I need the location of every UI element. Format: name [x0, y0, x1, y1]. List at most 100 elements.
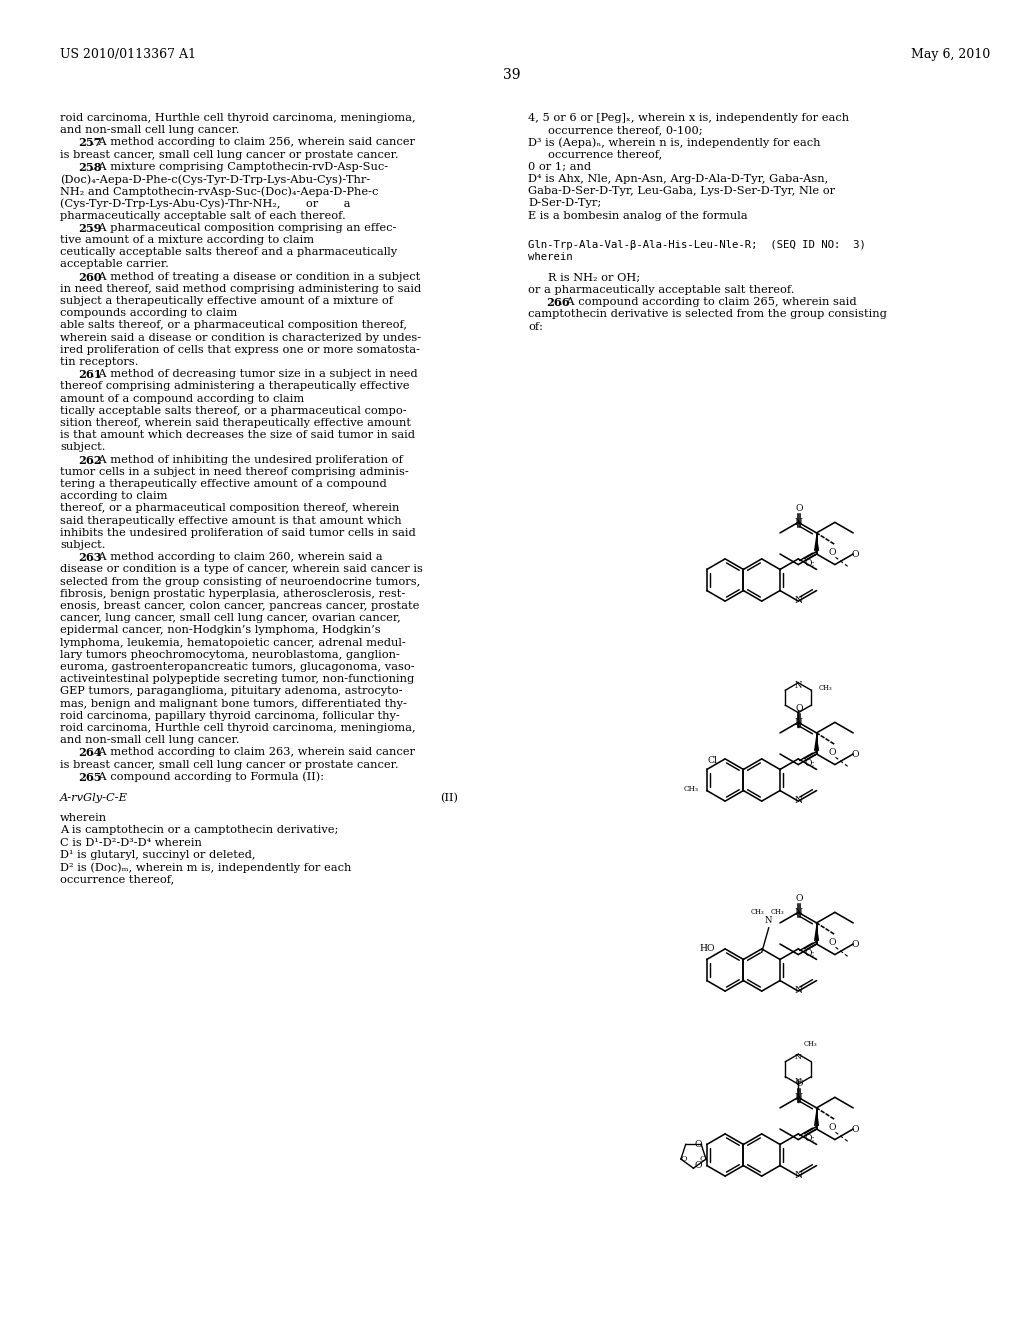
Text: thereof comprising administering a therapeutically effective: thereof comprising administering a thera…	[60, 381, 410, 392]
Text: N: N	[795, 1093, 802, 1102]
Text: D¹ is glutaryl, succinyl or deleted,: D¹ is glutaryl, succinyl or deleted,	[60, 850, 256, 859]
Text: tive amount of a mixture according to claim: tive amount of a mixture according to cl…	[60, 235, 317, 246]
Text: O: O	[796, 894, 803, 903]
Text: D³ is (Aepa)ₙ, wherein n is, independently for each: D³ is (Aepa)ₙ, wherein n is, independent…	[528, 137, 820, 148]
Text: in need thereof, said method comprising administering to said: in need thereof, said method comprising …	[60, 284, 421, 294]
Text: A is camptothecin or a camptothecin derivative;: A is camptothecin or a camptothecin deri…	[60, 825, 338, 836]
Polygon shape	[814, 1107, 819, 1126]
Text: O: O	[796, 1078, 803, 1088]
Polygon shape	[814, 733, 819, 751]
Text: cancer, lung cancer, small cell lung cancer, ovarian cancer,: cancer, lung cancer, small cell lung can…	[60, 614, 400, 623]
Text: 4, 5 or 6 or [Peg]ₓ, wherein x is, independently for each: 4, 5 or 6 or [Peg]ₓ, wherein x is, indep…	[528, 114, 849, 123]
Text: HO: HO	[699, 944, 715, 953]
Text: N: N	[795, 1053, 802, 1061]
Text: N: N	[795, 1077, 802, 1085]
Text: amount of a compound according to claim: amount of a compound according to claim	[60, 393, 308, 404]
Text: camptothecin derivative is selected from the group consisting: camptothecin derivative is selected from…	[528, 309, 887, 319]
Text: 257: 257	[78, 137, 101, 148]
Text: (II): (II)	[440, 792, 458, 803]
Text: wherein: wherein	[528, 252, 572, 263]
Text: ired proliferation of cells that express one or more somatosta-: ired proliferation of cells that express…	[60, 345, 420, 355]
Text: N: N	[795, 1171, 802, 1180]
Text: roid carcinoma, Hurthle cell thyroid carcinoma, meningioma,: roid carcinoma, Hurthle cell thyroid car…	[60, 723, 416, 733]
Text: tumor cells in a subject in need thereof comprising adminis-: tumor cells in a subject in need thereof…	[60, 467, 409, 477]
Text: D-Ser-D-Tyr;: D-Ser-D-Tyr;	[528, 198, 601, 209]
Text: inhibits the undesired proliferation of said tumor cells in said: inhibits the undesired proliferation of …	[60, 528, 416, 537]
Text: O: O	[828, 1123, 837, 1131]
Text: O;: O;	[805, 1133, 815, 1142]
Text: O: O	[796, 704, 803, 713]
Text: N: N	[765, 916, 772, 925]
Text: . A compound according to claim 265, wherein said: . A compound according to claim 265, whe…	[559, 297, 857, 308]
Text: subject.: subject.	[60, 442, 105, 453]
Text: roid carcinoma, papillary thyroid carcinoma, follicular thy-: roid carcinoma, papillary thyroid carcin…	[60, 710, 399, 721]
Text: N: N	[795, 718, 802, 727]
Text: and non-small cell lung cancer.: and non-small cell lung cancer.	[60, 125, 240, 135]
Text: O;: O;	[805, 558, 815, 568]
Text: C is D¹-D²-D³-D⁴ wherein: C is D¹-D²-D³-D⁴ wherein	[60, 838, 202, 847]
Text: 259: 259	[78, 223, 101, 234]
Text: of:: of:	[528, 322, 543, 331]
Text: selected from the group consisting of neuroendocrine tumors,: selected from the group consisting of ne…	[60, 577, 420, 586]
Text: euroma, gastroenteropancreatic tumors, glucagonoma, vaso-: euroma, gastroenteropancreatic tumors, g…	[60, 663, 415, 672]
Text: subject.: subject.	[60, 540, 105, 550]
Text: May 6, 2010: May 6, 2010	[910, 48, 990, 61]
Text: O: O	[796, 504, 803, 512]
Text: 39: 39	[503, 69, 521, 82]
Text: (Cys-Tyr-D-Trp-Lys-Abu-Cys)-Thr-NH₂,       or       a: (Cys-Tyr-D-Trp-Lys-Abu-Cys)-Thr-NH₂, or …	[60, 198, 350, 209]
Text: acceptable carrier.: acceptable carrier.	[60, 260, 169, 269]
Text: occurrence thereof, 0-100;: occurrence thereof, 0-100;	[548, 125, 702, 135]
Text: O: O	[828, 747, 837, 756]
Text: ceutically acceptable salts thereof and a pharmaceutically: ceutically acceptable salts thereof and …	[60, 247, 397, 257]
Text: according to claim: according to claim	[60, 491, 171, 502]
Text: is breast cancer, small cell lung cancer or prostate cancer.: is breast cancer, small cell lung cancer…	[60, 149, 398, 160]
Text: O;: O;	[805, 758, 815, 767]
Polygon shape	[814, 923, 819, 941]
Text: O: O	[851, 750, 859, 759]
Text: . A method according to claim 263, wherein said cancer: . A method according to claim 263, where…	[91, 747, 415, 758]
Text: CH₃: CH₃	[818, 684, 833, 692]
Text: N: N	[795, 519, 802, 528]
Text: occurrence thereof,: occurrence thereof,	[548, 149, 663, 160]
Text: wherein: wherein	[60, 813, 108, 824]
Text: able salts thereof, or a pharmaceutical composition thereof,: able salts thereof, or a pharmaceutical …	[60, 321, 407, 330]
Text: is that amount which decreases the size of said tumor in said: is that amount which decreases the size …	[60, 430, 415, 440]
Text: 263: 263	[78, 552, 101, 564]
Text: O: O	[694, 1162, 701, 1170]
Text: O: O	[681, 1155, 687, 1163]
Text: epidermal cancer, non-Hodgkin’s lymphoma, Hodgkin’s: epidermal cancer, non-Hodgkin’s lymphoma…	[60, 626, 381, 635]
Text: N: N	[795, 595, 802, 605]
Text: or a pharmaceutically acceptable salt thereof.: or a pharmaceutically acceptable salt th…	[528, 285, 795, 296]
Text: tin receptors.: tin receptors.	[60, 356, 138, 367]
Text: D⁴ is Ahx, Nle, Apn-Asn, Arg-D-Ala-D-Tyr, Gaba-Asn,: D⁴ is Ahx, Nle, Apn-Asn, Arg-D-Ala-D-Tyr…	[528, 174, 828, 183]
Text: lary tumors pheochromocytoma, neuroblastoma, ganglion-: lary tumors pheochromocytoma, neuroblast…	[60, 649, 400, 660]
Text: subject a therapeutically effective amount of a mixture of: subject a therapeutically effective amou…	[60, 296, 393, 306]
Text: . A compound according to Formula (II):: . A compound according to Formula (II):	[91, 772, 324, 783]
Text: O: O	[699, 1155, 707, 1163]
Text: CH₃: CH₃	[771, 908, 784, 916]
Text: wherein said a disease or condition is characterized by undes-: wherein said a disease or condition is c…	[60, 333, 421, 343]
Text: and non-small cell lung cancer.: and non-small cell lung cancer.	[60, 735, 240, 746]
Text: N: N	[795, 796, 802, 805]
Text: disease or condition is a type of cancer, wherein said cancer is: disease or condition is a type of cancer…	[60, 565, 423, 574]
Text: N: N	[795, 986, 802, 994]
Text: lymphoma, leukemia, hematopoietic cancer, adrenal medul-: lymphoma, leukemia, hematopoietic cancer…	[60, 638, 406, 648]
Text: N: N	[795, 908, 802, 917]
Text: CH₃: CH₃	[751, 908, 764, 916]
Text: O: O	[851, 549, 859, 558]
Text: O;: O;	[805, 948, 815, 957]
Text: 264: 264	[78, 747, 101, 759]
Text: enosis, breast cancer, colon cancer, pancreas cancer, prostate: enosis, breast cancer, colon cancer, pan…	[60, 601, 420, 611]
Text: . A mixture comprising Camptothecin-rvD-Asp-Suc-: . A mixture comprising Camptothecin-rvD-…	[91, 162, 388, 172]
Text: sition thereof, wherein said therapeutically effective amount: sition thereof, wherein said therapeutic…	[60, 418, 411, 428]
Text: Gln-Trp-Ala-Val-β-Ala-His-Leu-Nle-R;  (SEQ ID NO:  3): Gln-Trp-Ala-Val-β-Ala-His-Leu-Nle-R; (SE…	[528, 240, 866, 249]
Text: 0 or 1; and: 0 or 1; and	[528, 162, 591, 172]
Text: 258: 258	[78, 162, 101, 173]
Text: Cl: Cl	[708, 756, 717, 766]
Text: activeintestinal polypeptide secreting tumor, non-functioning: activeintestinal polypeptide secreting t…	[60, 675, 415, 684]
Text: US 2010/0113367 A1: US 2010/0113367 A1	[60, 48, 196, 61]
Text: mas, benign and malignant bone tumors, differentiated thy-: mas, benign and malignant bone tumors, d…	[60, 698, 407, 709]
Text: 260: 260	[78, 272, 101, 282]
Text: E is a bombesin analog of the formula: E is a bombesin analog of the formula	[528, 211, 748, 220]
Text: (Doc)₄-Aepa-D-Phe-c(Cys-Tyr-D-Trp-Lys-Abu-Cys)-Thr-: (Doc)₄-Aepa-D-Phe-c(Cys-Tyr-D-Trp-Lys-Ab…	[60, 174, 371, 185]
